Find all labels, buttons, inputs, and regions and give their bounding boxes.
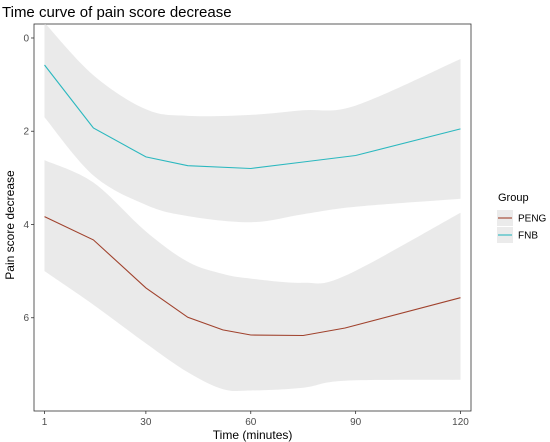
y-axis-title: Pain score decrease <box>3 170 17 280</box>
confidence-band-fnb <box>44 24 461 223</box>
legend-label-peng: PENG <box>518 214 547 225</box>
chart-title: Time curve of pain score decrease <box>2 4 232 21</box>
legend: Group PENG FNB <box>497 192 547 243</box>
series-line-fnb <box>44 64 461 170</box>
axis-ticks: 1 30 60 90 120 0 2 4 6 <box>23 33 469 428</box>
y-tick-label: 0 <box>23 33 29 44</box>
y-tick-label: 6 <box>23 313 29 324</box>
series-line-peng <box>44 216 461 337</box>
x-tick-label: 1 <box>42 417 48 428</box>
x-tick-label: 30 <box>140 417 152 428</box>
x-tick-label: 120 <box>452 417 469 428</box>
legend-title: Group <box>498 192 529 204</box>
x-tick-label: 90 <box>350 417 362 428</box>
x-tick-label: 60 <box>245 417 257 428</box>
x-axis-title: Time (minutes) <box>213 428 293 442</box>
y-tick-label: 2 <box>23 127 29 138</box>
legend-label-fnb: FNB <box>518 231 538 242</box>
confidence-band-peng <box>44 160 461 391</box>
plot-area <box>33 23 472 412</box>
y-tick-label: 4 <box>23 220 29 231</box>
